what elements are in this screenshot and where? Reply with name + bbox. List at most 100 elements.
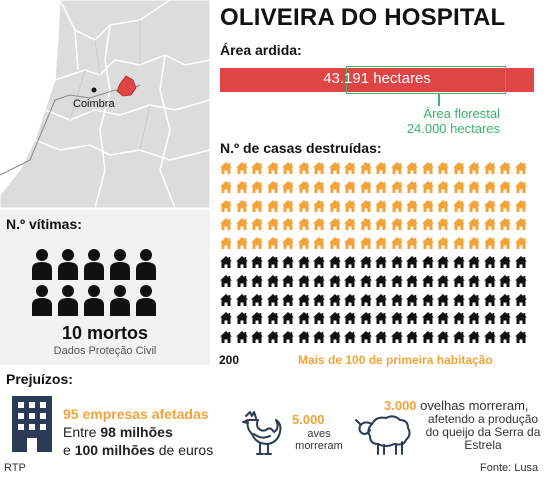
house-icon xyxy=(483,330,498,345)
house-icon xyxy=(235,255,250,270)
house-icon xyxy=(498,161,513,176)
house-icon xyxy=(405,311,420,326)
house-icon xyxy=(328,255,343,270)
house-icon xyxy=(297,330,312,345)
house-icon xyxy=(328,161,343,176)
house-icon xyxy=(390,255,405,270)
house-icon xyxy=(250,311,265,326)
house-icon xyxy=(436,180,451,195)
house-icon xyxy=(421,199,436,214)
house-icon xyxy=(328,217,343,232)
house-icon xyxy=(374,293,389,308)
house-icon xyxy=(452,180,467,195)
house-icon xyxy=(219,236,234,251)
house-icon xyxy=(374,180,389,195)
sheep-headline: 3.000 ovelhas morreram, xyxy=(384,398,529,413)
house-icon xyxy=(514,217,529,232)
house-icon xyxy=(467,274,482,289)
house-icon xyxy=(266,274,281,289)
sheep-died-text: ovelhas morreram, xyxy=(416,398,529,413)
house-icon xyxy=(421,330,436,345)
house-icon xyxy=(421,217,436,232)
house-icon xyxy=(421,293,436,308)
house-icon xyxy=(250,293,265,308)
house-icon xyxy=(467,236,482,251)
forest-area-label: Área florestal xyxy=(423,106,500,121)
house-icon xyxy=(297,255,312,270)
person-icon xyxy=(108,284,132,321)
house-icon xyxy=(390,180,405,195)
house-icon xyxy=(359,293,374,308)
house-icon xyxy=(235,311,250,326)
house-icon xyxy=(498,311,513,326)
range-unit: de euros xyxy=(154,442,214,458)
person-icon xyxy=(134,284,158,321)
house-icon xyxy=(405,274,420,289)
house-icon xyxy=(467,199,482,214)
house-icon xyxy=(281,199,296,214)
house-icon xyxy=(297,293,312,308)
house-icon xyxy=(483,161,498,176)
house-icon xyxy=(359,180,374,195)
house-icon xyxy=(219,217,234,232)
range-and: e xyxy=(63,442,75,458)
person-icon xyxy=(108,248,132,285)
range-max: 100 milhões xyxy=(74,442,155,458)
house-icon xyxy=(374,161,389,176)
house-icon xyxy=(281,236,296,251)
house-icon xyxy=(343,255,358,270)
region-map: Coimbra xyxy=(0,0,210,208)
house-icon xyxy=(514,180,529,195)
burned-area-label: Área ardida: xyxy=(220,42,302,58)
house-icon xyxy=(467,330,482,345)
map-svg xyxy=(0,0,210,208)
house-icon xyxy=(235,330,250,345)
range-prefix: Entre xyxy=(63,424,101,440)
house-icon xyxy=(281,330,296,345)
house-icon xyxy=(405,161,420,176)
house-icon xyxy=(498,330,513,345)
house-icon xyxy=(405,255,420,270)
person-icon xyxy=(56,248,80,285)
house-icon xyxy=(452,199,467,214)
house-icon xyxy=(281,311,296,326)
house-icon xyxy=(436,236,451,251)
house-icon xyxy=(328,180,343,195)
house-icon xyxy=(250,236,265,251)
house-icon xyxy=(498,255,513,270)
house-icon xyxy=(421,255,436,270)
house-icon xyxy=(312,236,327,251)
house-icon xyxy=(297,199,312,214)
house-icon xyxy=(374,330,389,345)
range-min: 98 milhões xyxy=(100,424,173,440)
house-icon xyxy=(498,199,513,214)
house-icon xyxy=(405,199,420,214)
house-icon xyxy=(421,161,436,176)
house-icon xyxy=(483,255,498,270)
forest-area-box xyxy=(346,66,506,94)
house-icon xyxy=(374,236,389,251)
house-icon xyxy=(235,217,250,232)
house-icon xyxy=(467,217,482,232)
house-icon xyxy=(250,199,265,214)
house-icon xyxy=(452,217,467,232)
person-icon xyxy=(30,284,54,321)
house-icon xyxy=(498,293,513,308)
house-icon xyxy=(297,161,312,176)
house-icon xyxy=(266,217,281,232)
house-icon xyxy=(266,330,281,345)
birds-caption: aves morreram xyxy=(290,428,348,452)
house-icon xyxy=(343,274,358,289)
house-icon xyxy=(405,217,420,232)
house-icon xyxy=(328,199,343,214)
credit-source-lusa: Fonte: Lusa xyxy=(480,462,539,474)
house-icon xyxy=(235,161,250,176)
house-icon xyxy=(266,180,281,195)
house-icon xyxy=(266,293,281,308)
house-icon xyxy=(374,217,389,232)
house-icon xyxy=(390,217,405,232)
house-icon xyxy=(235,199,250,214)
house-icon xyxy=(281,255,296,270)
house-icon xyxy=(297,236,312,251)
house-icon xyxy=(359,236,374,251)
